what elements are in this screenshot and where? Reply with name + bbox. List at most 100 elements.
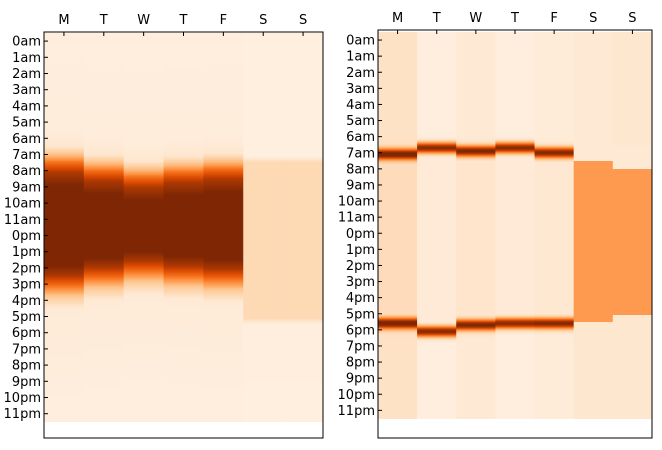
heat-cell bbox=[534, 50, 575, 52]
heat-cell bbox=[163, 120, 204, 122]
heat-cell bbox=[534, 256, 575, 258]
heat-cell bbox=[283, 295, 324, 297]
heat-cell bbox=[243, 275, 284, 277]
heat-cell bbox=[495, 420, 536, 422]
heat-cell bbox=[378, 262, 418, 264]
heat-cell bbox=[283, 329, 324, 331]
heat-cell bbox=[534, 89, 575, 91]
heat-cell bbox=[417, 65, 457, 67]
heat-cell bbox=[203, 381, 244, 383]
heat-cell bbox=[123, 390, 165, 392]
heat-cell bbox=[495, 318, 536, 320]
heat-cell bbox=[456, 283, 496, 285]
heat-cell bbox=[283, 186, 324, 188]
heat-cell bbox=[417, 357, 457, 359]
heat-cell bbox=[456, 266, 496, 268]
heat-cell bbox=[123, 327, 165, 329]
heat-cell bbox=[44, 285, 85, 287]
heat-cell bbox=[203, 133, 244, 135]
heat-cell bbox=[123, 130, 165, 132]
heat-cell bbox=[417, 214, 457, 216]
heat-cell bbox=[123, 319, 165, 321]
heat-cell bbox=[283, 228, 324, 230]
heat-cell bbox=[163, 319, 204, 321]
heat-cell bbox=[378, 127, 418, 129]
heat-cell bbox=[203, 368, 244, 370]
heat-cell bbox=[378, 61, 418, 63]
heat-cell bbox=[283, 98, 324, 100]
heat-cell bbox=[83, 147, 125, 149]
heat-cell bbox=[44, 74, 85, 76]
heat-cell bbox=[456, 403, 496, 405]
heat-cell bbox=[283, 237, 324, 239]
heat-cell bbox=[534, 197, 575, 199]
heat-cell bbox=[283, 428, 324, 430]
heat-cell bbox=[44, 163, 85, 165]
heat-cell bbox=[534, 325, 575, 327]
heat-cell bbox=[83, 378, 125, 380]
heat-cell bbox=[83, 172, 125, 174]
heat-cell bbox=[378, 241, 418, 243]
heat-cell bbox=[417, 292, 457, 294]
heat-cell bbox=[243, 202, 284, 204]
heat-cell bbox=[417, 266, 457, 268]
heat-cell bbox=[283, 217, 324, 219]
heat-cell bbox=[83, 375, 125, 377]
heat-cell bbox=[163, 92, 204, 94]
heat-cell bbox=[417, 349, 457, 351]
heat-cell bbox=[44, 201, 85, 203]
heat-cell bbox=[495, 353, 536, 355]
heat-cell bbox=[283, 65, 324, 67]
heat-cell bbox=[456, 359, 496, 361]
heat-cell bbox=[243, 251, 284, 253]
heat-cell bbox=[123, 61, 165, 63]
heat-cell bbox=[573, 36, 614, 38]
heat-cell bbox=[123, 310, 165, 312]
heat-cell bbox=[44, 234, 85, 236]
heat-cell bbox=[495, 290, 536, 292]
heat-cell bbox=[163, 174, 204, 176]
heat-cell bbox=[378, 152, 418, 154]
heat-cell bbox=[123, 334, 165, 336]
heat-cell bbox=[83, 429, 125, 431]
heat-cell bbox=[417, 417, 457, 419]
heat-cell bbox=[456, 310, 496, 312]
heat-cell bbox=[378, 302, 418, 304]
heat-cell bbox=[83, 291, 125, 293]
heat-cell bbox=[378, 434, 418, 436]
heat-cell bbox=[283, 406, 324, 408]
heat-cell bbox=[123, 205, 165, 207]
heat-cell bbox=[456, 140, 496, 142]
heat-cell bbox=[243, 153, 284, 155]
heat-cell bbox=[495, 155, 536, 157]
heat-cell bbox=[495, 214, 536, 216]
heat-cell bbox=[203, 401, 244, 403]
heat-cell bbox=[44, 60, 85, 62]
heat-cell bbox=[534, 105, 575, 107]
heat-cell bbox=[83, 213, 125, 215]
heat-cell bbox=[243, 42, 284, 44]
heat-cell bbox=[378, 276, 418, 278]
heat-cell bbox=[534, 118, 575, 120]
heat-cell bbox=[243, 77, 284, 79]
heat-cell bbox=[534, 38, 575, 40]
heat-cell bbox=[163, 242, 204, 244]
heat-cell bbox=[378, 40, 418, 42]
heat-cell bbox=[495, 264, 536, 266]
heat-cell bbox=[417, 70, 457, 72]
heat-cell bbox=[123, 107, 165, 109]
heat-cell bbox=[283, 362, 324, 364]
heat-cell bbox=[83, 74, 125, 76]
heat-cell bbox=[44, 157, 85, 159]
heat-cell bbox=[283, 147, 324, 149]
heat-cell bbox=[44, 88, 85, 90]
heat-cell bbox=[163, 299, 204, 301]
heat-cell bbox=[456, 50, 496, 52]
heat-cell bbox=[378, 391, 418, 393]
heat-cell bbox=[534, 224, 575, 226]
heat-cell bbox=[44, 52, 85, 54]
heat-cell bbox=[83, 386, 125, 388]
heat-cell bbox=[534, 110, 575, 112]
heat-cell bbox=[456, 153, 496, 155]
heat-cell bbox=[83, 296, 125, 298]
